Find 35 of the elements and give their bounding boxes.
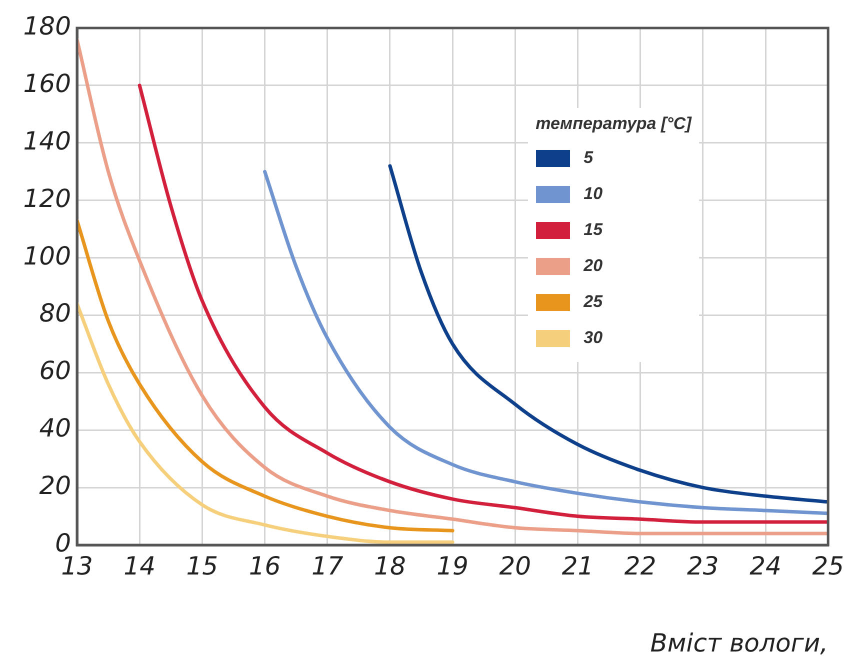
line-series bbox=[77, 38, 828, 536]
x-tick-label: 16 bbox=[248, 552, 281, 580]
line-series bbox=[138, 84, 828, 524]
x-tick-label: 14 bbox=[124, 552, 156, 580]
x-tick-label: 20 bbox=[499, 552, 532, 580]
y-tick-label: 100 bbox=[23, 241, 71, 270]
line-series bbox=[77, 302, 454, 544]
y-tick-label: 40 bbox=[39, 414, 71, 443]
x-tick-label: 25 bbox=[812, 552, 844, 580]
y-tick-label: 20 bbox=[39, 471, 71, 500]
legend-label: 20 bbox=[584, 256, 603, 276]
x-axis-title: Вміст вологи, bbox=[650, 628, 828, 658]
legend-title: температура [°C] bbox=[536, 114, 692, 134]
x-tick-label: 19 bbox=[436, 552, 468, 580]
x-tick-label: 17 bbox=[311, 552, 344, 580]
y-tick-label: 60 bbox=[39, 356, 71, 386]
legend-label: 25 bbox=[584, 292, 603, 312]
legend-label: 30 bbox=[584, 328, 603, 348]
x-tick-label: 15 bbox=[186, 552, 218, 580]
y-tick-label: 140 bbox=[23, 126, 71, 156]
x-tick-label: 24 bbox=[750, 552, 782, 580]
y-tick-label: 160 bbox=[23, 68, 71, 98]
x-tick-label: 23 bbox=[687, 552, 719, 580]
x-tick-label: 21 bbox=[562, 552, 594, 580]
y-tick-label: 80 bbox=[39, 298, 71, 328]
legend-label: 15 bbox=[584, 220, 603, 240]
line-series bbox=[388, 164, 828, 504]
x-tick-label: 22 bbox=[624, 552, 656, 580]
line-series bbox=[263, 170, 828, 516]
legend-label: 10 bbox=[584, 184, 603, 204]
legend-label: 5 bbox=[584, 148, 594, 168]
y-tick-label: 180 bbox=[23, 12, 71, 40]
line-series bbox=[77, 218, 454, 532]
x-tick-label: 18 bbox=[374, 552, 406, 580]
y-tick-label: 120 bbox=[23, 184, 71, 213]
